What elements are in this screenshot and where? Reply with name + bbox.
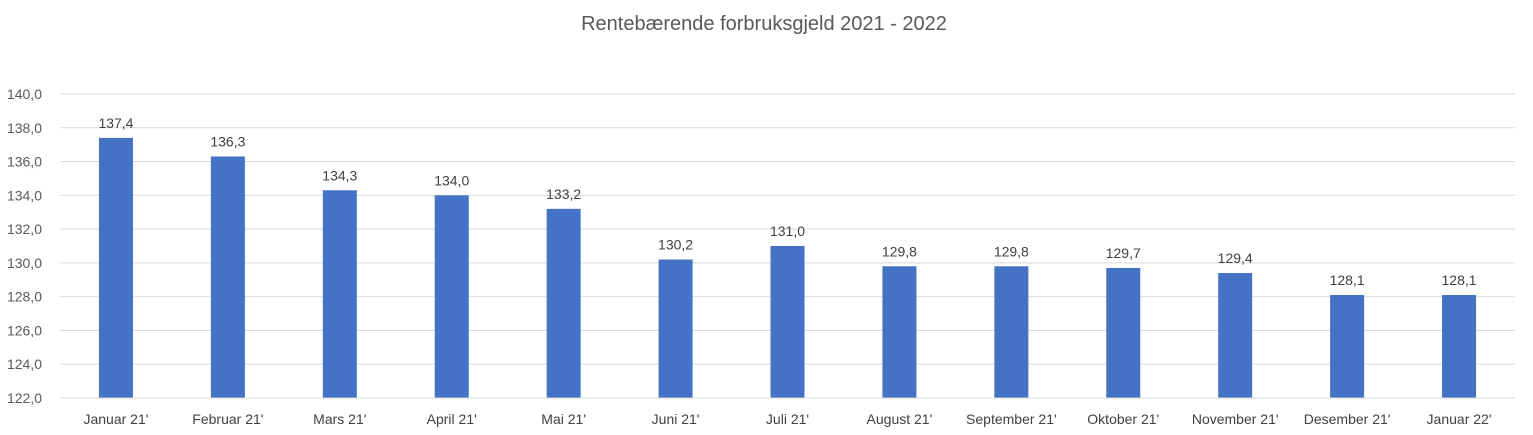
bar bbox=[994, 266, 1029, 398]
x-tick-label: Juni 21' bbox=[652, 411, 700, 427]
bars bbox=[98, 137, 1477, 398]
y-tick-label: 126,0 bbox=[7, 322, 42, 338]
bar bbox=[322, 190, 357, 398]
y-tick-label: 128,0 bbox=[7, 289, 42, 305]
chart-title: Rentebærende forbruksgjeld 2021 - 2022 bbox=[581, 13, 947, 35]
data-label: 128,1 bbox=[1442, 272, 1477, 288]
y-tick-label: 136,0 bbox=[7, 154, 42, 170]
x-tick-label: Februar 21' bbox=[192, 411, 263, 427]
x-tick-label: November 21' bbox=[1192, 411, 1279, 427]
y-axis-ticks: 122,0 124,0 126,0 128,0 130,0 132,0 134,0 136,0… bbox=[7, 86, 42, 406]
data-label: 134,0 bbox=[434, 172, 469, 188]
bar bbox=[1106, 267, 1141, 398]
data-label: 130,2 bbox=[658, 237, 693, 253]
x-tick-label: September 21' bbox=[966, 411, 1057, 427]
y-tick-label: 122,0 bbox=[7, 390, 42, 406]
data-label: 137,4 bbox=[98, 115, 133, 131]
data-label: 131,0 bbox=[770, 223, 805, 239]
x-tick-label: August 21' bbox=[867, 411, 933, 427]
data-labels: 137,4 136,3 134,3 134,0 133,2 130,2 131,0 129,8… bbox=[98, 115, 1476, 288]
y-tick-label: 134,0 bbox=[7, 187, 42, 203]
data-label: 133,2 bbox=[546, 186, 581, 202]
bar bbox=[1330, 294, 1365, 398]
bar bbox=[1218, 273, 1253, 398]
x-tick-label: Juli 21' bbox=[766, 411, 809, 427]
x-tick-label: Januar 22' bbox=[1427, 411, 1492, 427]
data-label: 134,3 bbox=[322, 167, 357, 183]
bar bbox=[658, 259, 693, 398]
data-label: 129,4 bbox=[1218, 250, 1253, 266]
x-tick-label: Januar 21' bbox=[83, 411, 148, 427]
bar bbox=[882, 266, 917, 398]
x-tick-label: Mai 21' bbox=[541, 411, 586, 427]
y-tick-label: 140,0 bbox=[7, 86, 42, 102]
bar bbox=[434, 195, 469, 398]
x-axis-ticks: Januar 21' Februar 21' Mars 21' April 21' Ma… bbox=[83, 411, 1491, 427]
bar bbox=[1442, 294, 1477, 398]
y-tick-label: 124,0 bbox=[7, 356, 42, 372]
bar bbox=[546, 208, 581, 398]
y-tick-label: 138,0 bbox=[7, 120, 42, 136]
data-label: 129,8 bbox=[882, 243, 917, 259]
bar bbox=[770, 246, 805, 398]
x-tick-label: Desember 21' bbox=[1304, 411, 1391, 427]
y-tick-label: 132,0 bbox=[7, 221, 42, 237]
data-label: 128,1 bbox=[1330, 272, 1365, 288]
bar bbox=[210, 156, 245, 398]
y-tick-label: 130,0 bbox=[7, 255, 42, 271]
x-tick-label: Oktober 21' bbox=[1087, 411, 1159, 427]
data-label: 129,7 bbox=[1106, 245, 1141, 261]
data-label: 136,3 bbox=[210, 133, 245, 149]
data-label: 129,8 bbox=[994, 243, 1029, 259]
bar bbox=[98, 137, 133, 398]
x-tick-label: April 21' bbox=[427, 411, 477, 427]
x-tick-label: Mars 21' bbox=[313, 411, 366, 427]
